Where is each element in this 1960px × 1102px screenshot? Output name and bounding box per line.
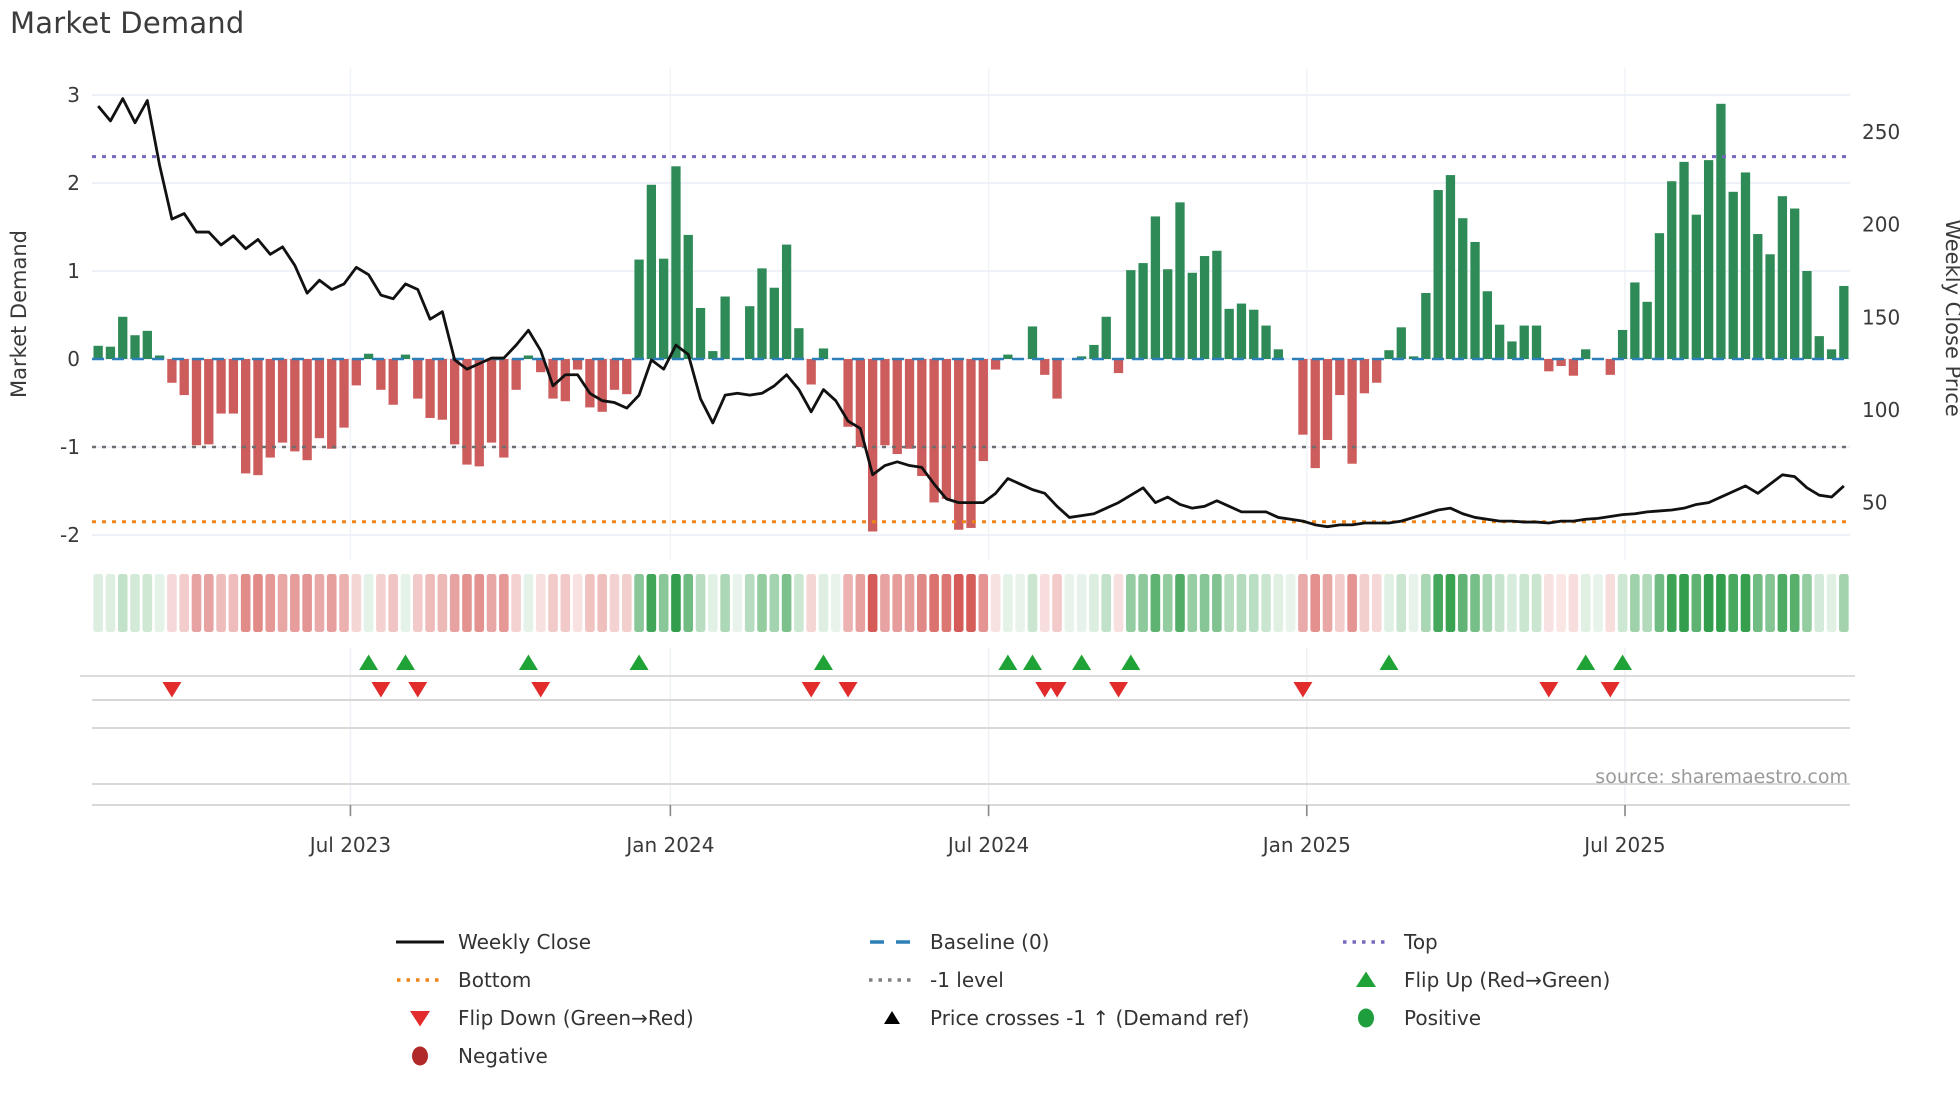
legend-label: Flip Up (Red→Green) [1404,968,1611,992]
flip-down-marker [531,682,551,698]
svg-text:-2: -2 [60,523,80,547]
legend-item-flip-down: Flip Down (Green→Red) [394,1005,694,1031]
baseline-swatch-icon [870,940,910,944]
flip-up-marker [629,654,649,670]
legend-label: -1 level [930,968,1004,992]
legend-item-flip-up: Flip Up (Red→Green) [1340,967,1610,993]
svg-text:200: 200 [1862,213,1900,237]
svg-text:250: 250 [1862,120,1900,144]
legend-item-positive: Positive [1340,1005,1481,1031]
weekly-close-swatch-icon [396,940,444,944]
flip-up-marker [395,654,415,670]
legend-item-negative: Negative [394,1043,548,1069]
flip-up-marker [813,654,833,670]
flip-down-marker [371,682,391,698]
svg-text:Market Demand: Market Demand [7,230,31,398]
source-note: source: sharemaestro.com [1595,766,1848,788]
flip-up-marker [359,654,379,670]
svg-text:0: 0 [67,347,80,371]
flip-down-marker [1539,682,1559,698]
legend-item-minus1-level: -1 level [866,967,1004,993]
svg-text:Jul 2025: Jul 2025 [1582,833,1665,857]
svg-text:Weekly Close Price: Weekly Close Price [1941,219,1960,417]
flip-down-marker [1047,682,1067,698]
page-title: Market Demand [10,6,245,40]
flip-up-marker [1613,654,1633,670]
svg-text:1: 1 [67,259,80,283]
svg-text:50: 50 [1862,491,1887,515]
svg-text:2: 2 [67,171,80,195]
negative-swatch-icon [412,1046,428,1066]
legend-item-weekly-close: Weekly Close [394,929,591,955]
legend-label: Negative [458,1044,548,1068]
flip-down-marker [1035,682,1055,698]
legend-item-bottom: Bottom [394,967,531,993]
svg-text:100: 100 [1862,398,1900,422]
svg-text:-1: -1 [60,435,80,459]
flip-up-marker [1022,654,1042,670]
bottom-swatch-icon [397,978,443,982]
svg-text:Jul 2023: Jul 2023 [308,833,391,857]
legend-label: Weekly Close [458,930,592,954]
flip-up-marker [518,654,538,670]
svg-text:3: 3 [67,83,80,107]
positive-swatch-icon [1358,1008,1374,1028]
legend-label: Bottom [458,968,532,992]
minus1-level-swatch-icon [869,978,915,982]
flip-down-swatch-icon [410,1011,430,1027]
flip-down-marker [801,682,821,698]
legend-item-top: Top [1340,929,1438,955]
flip-up-marker [1072,654,1092,670]
flip-down-marker [838,682,858,698]
flip-up-swatch-icon [1356,971,1376,987]
svg-text:Jan 2025: Jan 2025 [1261,833,1351,857]
legend-item-baseline: Baseline (0) [866,929,1049,955]
legend-label: Price crosses -1 ↑ (Demand ref) [930,1006,1250,1030]
legend-item-price-crosses: Price crosses -1 ↑ (Demand ref) [866,1005,1249,1031]
legend-label: Baseline (0) [930,930,1050,954]
legend-label: Top [1404,930,1438,954]
flip-up-marker [1576,654,1596,670]
flip-down-marker [1600,682,1620,698]
top-swatch-icon [1343,940,1389,944]
legend-label: Flip Down (Green→Red) [458,1006,694,1030]
svg-text:150: 150 [1862,305,1900,329]
flip-down-marker [1293,682,1313,698]
price-crosses-swatch-icon [884,1011,900,1024]
flip-down-marker [162,682,182,698]
flip-down-marker [1109,682,1129,698]
flip-down-marker [408,682,428,698]
svg-text:Jan 2024: Jan 2024 [624,833,714,857]
svg-text:Jul 2024: Jul 2024 [946,833,1029,857]
legend-label: Positive [1404,1006,1482,1030]
flip-up-marker [1121,654,1141,670]
flip-up-marker [1379,654,1399,670]
flip-up-marker [998,654,1018,670]
